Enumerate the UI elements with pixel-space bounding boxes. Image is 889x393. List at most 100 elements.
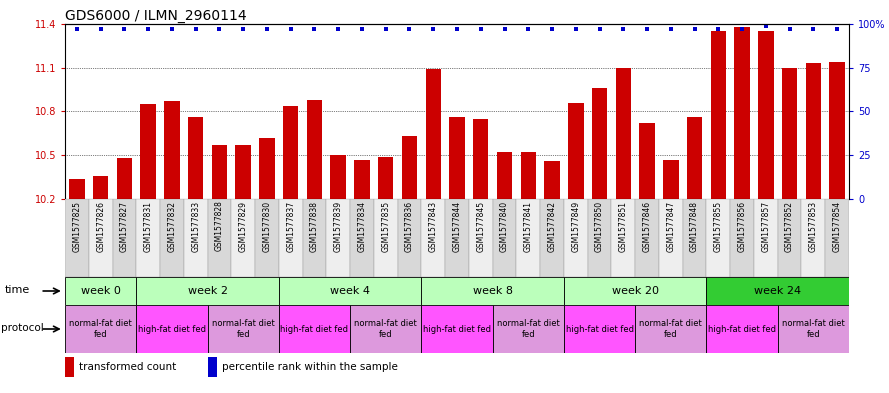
Bar	[758, 31, 773, 199]
Bar	[707, 277, 849, 305]
Bar	[564, 277, 707, 305]
Bar	[279, 277, 421, 305]
Text: transformed count: transformed count	[79, 362, 177, 372]
Text: high-fat diet fed: high-fat diet fed	[423, 325, 491, 334]
Bar	[279, 305, 350, 353]
Bar	[421, 199, 445, 277]
Text: GSM1577849: GSM1577849	[572, 200, 581, 252]
Text: GSM1577842: GSM1577842	[548, 200, 557, 252]
Bar	[260, 138, 275, 199]
Bar	[65, 305, 136, 353]
Text: week 8: week 8	[473, 286, 513, 296]
Text: GSM1577847: GSM1577847	[667, 200, 676, 252]
Bar	[302, 199, 326, 277]
Text: normal-fat diet
fed: normal-fat diet fed	[639, 319, 702, 339]
Bar	[65, 199, 89, 277]
Bar	[374, 199, 397, 277]
Bar	[350, 305, 421, 353]
Bar	[164, 101, 180, 199]
Text: GSM1577853: GSM1577853	[809, 200, 818, 252]
Bar	[564, 199, 588, 277]
Bar	[521, 152, 536, 199]
Bar	[544, 161, 560, 199]
Bar	[659, 199, 683, 277]
Bar	[588, 199, 612, 277]
Bar	[568, 103, 583, 199]
Bar	[445, 199, 469, 277]
Bar	[449, 118, 465, 199]
Bar	[493, 199, 517, 277]
Bar	[89, 199, 113, 277]
Bar	[635, 199, 659, 277]
Bar	[160, 199, 184, 277]
Bar	[116, 158, 132, 199]
Bar	[279, 199, 302, 277]
Text: GSM1577830: GSM1577830	[262, 200, 271, 252]
Text: high-fat diet fed: high-fat diet fed	[709, 325, 776, 334]
Text: GSM1577841: GSM1577841	[524, 200, 533, 252]
Bar	[829, 62, 845, 199]
Text: GSM1577852: GSM1577852	[785, 200, 794, 252]
Bar	[69, 178, 84, 199]
Bar	[734, 27, 749, 199]
Bar	[331, 155, 346, 199]
Bar	[426, 69, 441, 199]
Text: GSM1577831: GSM1577831	[144, 200, 153, 252]
Bar	[188, 118, 204, 199]
Text: high-fat diet fed: high-fat diet fed	[138, 325, 206, 334]
Bar	[473, 119, 488, 199]
Text: GSM1577825: GSM1577825	[72, 200, 82, 252]
Bar	[687, 118, 702, 199]
Bar	[592, 88, 607, 199]
Bar	[378, 157, 394, 199]
Bar	[207, 199, 231, 277]
Text: GSM1577834: GSM1577834	[357, 200, 366, 252]
Bar	[231, 199, 255, 277]
Bar	[397, 199, 421, 277]
Text: GSM1577827: GSM1577827	[120, 200, 129, 252]
Bar	[639, 123, 655, 199]
Bar	[93, 176, 108, 199]
Bar	[421, 305, 493, 353]
Bar	[564, 305, 635, 353]
Bar	[612, 199, 635, 277]
Text: GSM1577851: GSM1577851	[619, 200, 628, 252]
Text: GSM1577854: GSM1577854	[833, 200, 842, 252]
Bar	[212, 145, 228, 199]
Bar	[184, 199, 207, 277]
Bar	[421, 277, 564, 305]
Text: week 2: week 2	[188, 286, 228, 296]
Text: week 0: week 0	[81, 286, 121, 296]
Bar	[208, 357, 217, 377]
Bar	[517, 199, 541, 277]
Text: normal-fat diet
fed: normal-fat diet fed	[355, 319, 417, 339]
Bar	[707, 199, 730, 277]
Text: GSM1577838: GSM1577838	[310, 200, 319, 252]
Bar	[326, 199, 350, 277]
Bar	[136, 199, 160, 277]
Bar	[805, 63, 821, 199]
Bar	[635, 305, 707, 353]
Text: GSM1577833: GSM1577833	[191, 200, 200, 252]
Bar	[140, 104, 156, 199]
Text: GSM1577844: GSM1577844	[453, 200, 461, 252]
Bar	[754, 199, 778, 277]
Bar	[255, 199, 279, 277]
Text: GSM1577835: GSM1577835	[381, 200, 390, 252]
Bar	[802, 199, 825, 277]
Text: protocol: protocol	[1, 323, 44, 333]
Text: GSM1577840: GSM1577840	[500, 200, 509, 252]
Text: GSM1577848: GSM1577848	[690, 200, 699, 252]
Text: GSM1577826: GSM1577826	[96, 200, 105, 252]
Text: GSM1577843: GSM1577843	[428, 200, 437, 252]
Text: normal-fat diet
fed: normal-fat diet fed	[69, 319, 132, 339]
Bar	[707, 305, 778, 353]
Text: GSM1577850: GSM1577850	[595, 200, 604, 252]
Bar	[778, 305, 849, 353]
Text: GDS6000 / ILMN_2960114: GDS6000 / ILMN_2960114	[65, 9, 246, 23]
Text: GSM1577829: GSM1577829	[238, 200, 248, 252]
Bar	[207, 305, 279, 353]
Text: week 20: week 20	[612, 286, 659, 296]
Text: percentile rank within the sample: percentile rank within the sample	[222, 362, 398, 372]
Bar	[663, 160, 678, 199]
